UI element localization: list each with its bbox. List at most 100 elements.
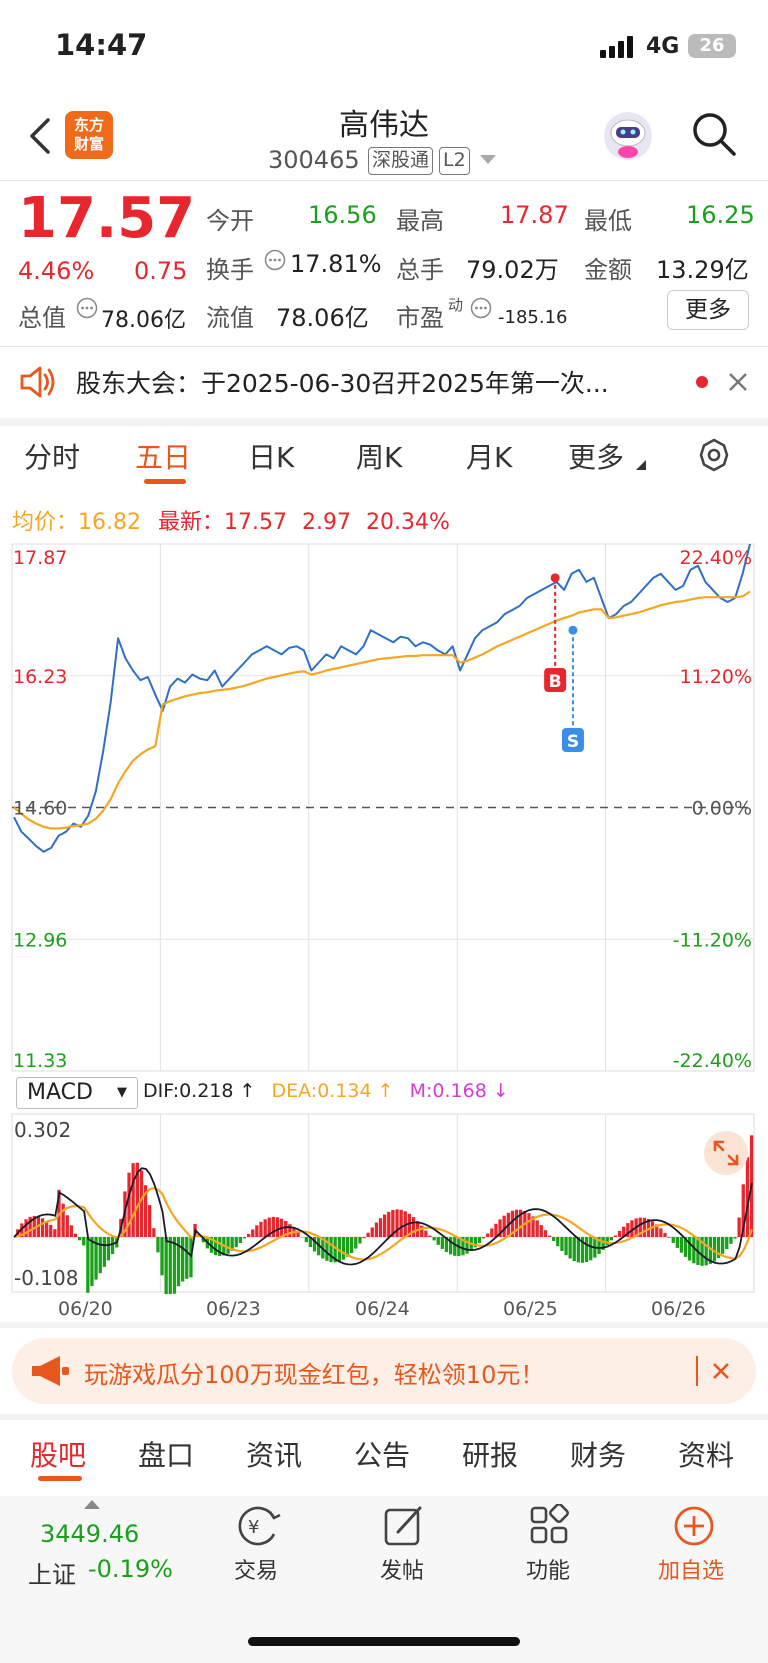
macd-bar	[383, 1214, 387, 1237]
back-icon[interactable]	[26, 116, 52, 156]
grid-icon[interactable]	[528, 1504, 572, 1548]
tab-day-k[interactable]: 日K	[248, 441, 295, 474]
robot-avatar-icon[interactable]	[600, 108, 656, 164]
stock-code: 300465	[268, 146, 360, 174]
volume-label: 总手	[396, 256, 444, 284]
tab-forum[interactable]: 股吧	[30, 1439, 87, 1472]
macd-bar	[737, 1217, 741, 1237]
macd-bar	[449, 1237, 453, 1255]
macd-bar	[378, 1218, 383, 1237]
bottom-toolbar	[0, 1496, 768, 1663]
tab-announcements[interactable]: 公告	[354, 1439, 411, 1472]
macd-bar	[399, 1209, 403, 1237]
macd-bar	[745, 1157, 750, 1237]
gear-icon[interactable]	[696, 437, 732, 473]
macd-bar	[341, 1237, 346, 1260]
macd-bar	[164, 1237, 168, 1294]
post-label[interactable]: 发帖	[380, 1559, 425, 1584]
macd-bar	[655, 1224, 659, 1237]
more-button[interactable]: 更多	[667, 290, 749, 330]
add-watchlist-label[interactable]: 加自选	[658, 1559, 725, 1584]
indicator-select[interactable]: MACD ▼	[16, 1077, 138, 1109]
macd-bar	[683, 1237, 688, 1257]
quote-divider	[0, 346, 768, 347]
banner-close-icon[interactable]	[712, 1362, 730, 1380]
high-label: 最高	[396, 207, 444, 235]
price-chart[interactable]: B S 17.87 16.23 14.60 12.96 11.33 22.40% 11.20%…	[0, 540, 768, 1075]
macd-bar	[741, 1184, 745, 1237]
trade-icon[interactable]: ¥	[234, 1504, 282, 1548]
info-icon[interactable]	[76, 297, 98, 319]
macd-bar	[547, 1235, 552, 1237]
tab-research[interactable]: 研报	[462, 1439, 519, 1472]
tab-profile[interactable]: 资料	[678, 1439, 735, 1472]
macd-bar	[209, 1237, 214, 1253]
macd-bar	[267, 1217, 271, 1237]
macd-bar	[440, 1237, 444, 1249]
date-label: 06/24	[355, 1298, 410, 1320]
macd-bar	[354, 1237, 358, 1249]
app-logo: 东方 财富	[65, 111, 113, 159]
expand-icon[interactable]	[703, 1130, 749, 1176]
macd-bar	[552, 1237, 556, 1241]
info-icon[interactable]	[470, 297, 492, 319]
macd-bar	[139, 1170, 144, 1237]
megaphone-icon	[32, 1356, 69, 1386]
y-axis-label: 14.60	[13, 798, 67, 820]
macd-bar	[622, 1226, 626, 1237]
current-price: 17.57	[18, 186, 196, 251]
tab-five-day[interactable]: 五日	[135, 441, 192, 474]
open-value: 16.56	[308, 201, 377, 229]
macd-top-label: 0.302	[14, 1118, 71, 1142]
index-name[interactable]: 上证	[28, 1561, 76, 1589]
macd-bar	[700, 1237, 704, 1266]
func-label[interactable]: 功能	[526, 1559, 571, 1584]
macd-dif: DIF:0.218 ↑	[143, 1080, 256, 1102]
caret-up-icon[interactable]	[84, 1500, 100, 1510]
macd-bar	[514, 1209, 519, 1237]
macd-bar	[259, 1221, 263, 1237]
search-icon[interactable]	[690, 110, 738, 158]
header-divider	[0, 180, 768, 181]
promo-banner[interactable]: 玩游戏瓜分100万现金红包，轻松领10元！	[12, 1338, 756, 1404]
amount-value: 13.29亿	[656, 256, 749, 284]
logo-line2: 财富	[73, 135, 104, 153]
pe-superscript: 动	[448, 296, 464, 314]
macd-bar	[32, 1216, 36, 1237]
macd-bar	[609, 1237, 613, 1241]
macd-bottom-label: -0.108	[14, 1266, 78, 1290]
macd-chart[interactable]: 0.302 -0.108	[0, 1112, 768, 1294]
macd-bar	[704, 1237, 708, 1266]
tab-intraday[interactable]: 分时	[24, 441, 81, 474]
edit-icon[interactable]	[382, 1504, 426, 1548]
add-circle-icon[interactable]	[672, 1504, 716, 1548]
index-change[interactable]: -0.19%	[88, 1555, 173, 1583]
trade-label[interactable]: 交易	[234, 1559, 279, 1584]
tab-month-k[interactable]: 月K	[466, 441, 513, 474]
macd-bar	[242, 1237, 247, 1239]
index-value[interactable]: 3449.46	[40, 1520, 140, 1548]
macd-bar	[650, 1221, 655, 1237]
tab-finance[interactable]: 财务	[570, 1439, 627, 1472]
tab-orderbook[interactable]: 盘口	[138, 1439, 195, 1472]
tab-more[interactable]: 更多	[568, 441, 625, 474]
macd-bar	[102, 1237, 106, 1267]
y-axis-pct-label: 22.40%	[680, 547, 752, 569]
tab-week-k[interactable]: 周K	[356, 441, 403, 474]
tab-news[interactable]: 资讯	[246, 1439, 303, 1472]
macd-bar	[708, 1237, 712, 1264]
caret-down-icon[interactable]	[480, 155, 496, 165]
info-icon[interactable]	[264, 249, 286, 271]
home-indicator	[248, 1637, 520, 1646]
macd-bar	[712, 1237, 717, 1262]
notice-text[interactable]: 股东大会：于2025-06-30召开2025年第一次...	[76, 369, 609, 398]
macd-bar	[98, 1237, 102, 1274]
y-axis-pct-label: 11.20%	[680, 666, 752, 688]
macd-bar	[374, 1222, 379, 1237]
macd-bar	[618, 1230, 622, 1237]
macd-bar	[391, 1210, 395, 1237]
close-icon[interactable]	[728, 372, 748, 392]
latest-value: 17.57	[224, 510, 287, 535]
macd-bar	[725, 1237, 729, 1249]
macd-bar	[601, 1237, 605, 1250]
